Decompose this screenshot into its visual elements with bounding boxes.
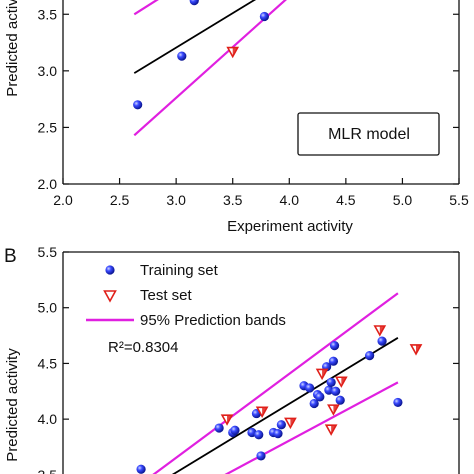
b-training-point bbox=[254, 430, 264, 440]
b-y-tick-label: 5.5 bbox=[38, 244, 58, 260]
b-training-point bbox=[393, 397, 403, 408]
a-prediction-band-upper bbox=[133, 0, 159, 16]
legend-training-label: Training set bbox=[140, 262, 219, 279]
a-x-tick-label: 4.5 bbox=[336, 192, 356, 208]
b-training-point bbox=[256, 451, 266, 461]
panel-a: Predicted activity 2.0 2.5 3.0 3.5 2.0 2.5 3.0… bbox=[4, 0, 469, 235]
b-test-point-shade bbox=[290, 418, 296, 428]
a-y-tick-label: 3.0 bbox=[38, 63, 58, 79]
a-x-tick-label: 3.5 bbox=[223, 192, 243, 208]
panel-b-label: B bbox=[4, 246, 17, 267]
b-test-point-shade bbox=[379, 326, 385, 335]
a-data-layer bbox=[133, 0, 287, 137]
legend-test-label: Test set bbox=[140, 287, 193, 304]
panel-a-y-axis-label: Predicted activity bbox=[4, 0, 21, 97]
panel-b-y-axis-label: Predicted activity bbox=[4, 348, 21, 462]
b-training-point bbox=[377, 336, 387, 346]
a-y-tick-label: 2.0 bbox=[38, 176, 58, 192]
panel-b-legend: Training set Test set 95% Prediction ban… bbox=[86, 262, 286, 329]
b-data-layer bbox=[136, 292, 423, 474]
b-training-point bbox=[331, 386, 341, 396]
b-y-tick-label: 4.5 bbox=[38, 355, 58, 371]
a-training-point bbox=[133, 100, 143, 110]
b-training-point bbox=[136, 464, 146, 474]
b-training-point bbox=[328, 356, 339, 366]
legend-training-marker bbox=[105, 265, 115, 275]
a-x-tick-label: 3.0 bbox=[166, 192, 186, 208]
a-x-tick-label: 4.0 bbox=[280, 192, 300, 208]
b-test-point-shade bbox=[333, 405, 339, 415]
b-prediction-band-lower bbox=[224, 381, 399, 474]
a-x-tick-label: 2.5 bbox=[110, 192, 130, 208]
b-training-point bbox=[365, 351, 375, 361]
a-y-tick-label: 2.5 bbox=[38, 119, 58, 135]
b-training-point bbox=[315, 392, 325, 402]
b-training-point bbox=[230, 425, 240, 435]
b-training-point bbox=[309, 398, 319, 409]
b-training-point bbox=[276, 420, 286, 430]
b-y-tick-label: 5.0 bbox=[38, 300, 58, 316]
b-training-point bbox=[326, 377, 336, 387]
a-x-tick-label: 2.0 bbox=[53, 192, 73, 208]
b-test-point-shade bbox=[341, 377, 347, 387]
panel-b: B Predicted activity 3.5 4.0 4.5 5.0 5.5 Tra… bbox=[4, 244, 460, 474]
b-prediction-band-upper bbox=[152, 292, 399, 474]
panel-a-plot-area: 2.0 2.5 3.0 3.5 2.0 2.5 3.0 3.5 4.0 4.5 5.0 5.5 bbox=[38, 0, 469, 208]
b-test-point-shade bbox=[262, 407, 268, 417]
b-fit-line bbox=[171, 337, 399, 474]
a-test-point-shade bbox=[232, 47, 238, 57]
b-training-point bbox=[305, 383, 315, 393]
panel-a-model-label: MLR model bbox=[328, 126, 410, 143]
a-training-point bbox=[189, 0, 199, 6]
panel-b-plot-area: 3.5 4.0 4.5 5.0 5.5 bbox=[38, 244, 460, 474]
a-training-point bbox=[259, 11, 269, 22]
b-training-point bbox=[324, 385, 334, 395]
a-fit-line bbox=[133, 0, 257, 74]
panel-a-model-box: MLR model bbox=[297, 112, 440, 156]
a-y-tick-label: 3.5 bbox=[38, 6, 58, 22]
panel-b-r-squared: R²=0.8304 bbox=[108, 339, 178, 356]
panel-a-x-axis-label: Experiment activity bbox=[227, 218, 353, 235]
b-training-point bbox=[335, 395, 345, 405]
legend-test-marker bbox=[103, 290, 117, 303]
b-test-point-shade bbox=[322, 369, 328, 379]
b-y-tick-label: 4.0 bbox=[38, 411, 58, 427]
b-training-point bbox=[329, 341, 340, 351]
legend-band-label: 95% Prediction bands bbox=[140, 312, 286, 329]
b-test-point-shade bbox=[227, 415, 233, 425]
a-x-tick-label: 5.5 bbox=[449, 192, 469, 208]
b-training-point bbox=[273, 429, 283, 439]
a-x-tick-label: 5.0 bbox=[393, 192, 413, 208]
b-y-tick-label: 3.5 bbox=[38, 467, 58, 474]
a-training-point bbox=[177, 51, 187, 61]
b-training-point bbox=[214, 423, 224, 433]
